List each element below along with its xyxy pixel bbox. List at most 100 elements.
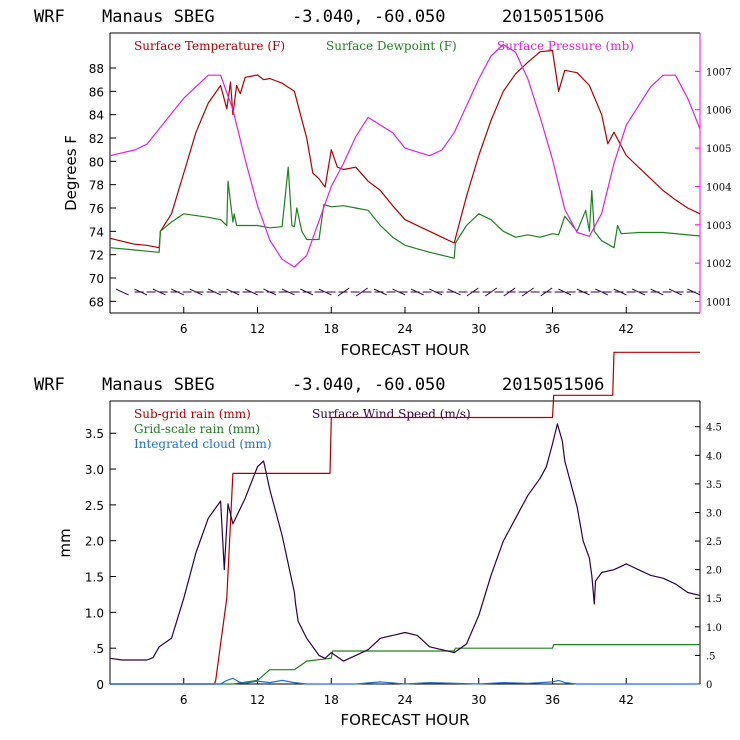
wind-barb — [189, 288, 203, 296]
wind-barb — [576, 288, 590, 296]
y2-tick-label: 4.0 — [706, 451, 722, 462]
chart-temperature: WRF Manaus SBEG -3.040, -60.050 20150515… — [34, 7, 731, 359]
series-line-grid-scale-rain-mm — [110, 644, 700, 685]
chart2-legend-wind-speed: Surface Wind Speed (m/s) — [312, 407, 471, 421]
x-tick-label: 6 — [180, 322, 188, 336]
series-line-integrated-cloud-mm — [110, 677, 700, 685]
x-tick-label: 30 — [471, 693, 486, 707]
x-tick-label: 24 — [397, 322, 412, 336]
wind-barb — [485, 287, 498, 297]
y2-tick-label: 2.0 — [706, 566, 722, 577]
chart1-legend-temperature: Surface Temperature (F) — [134, 39, 285, 53]
y2-tick-label: 1.0 — [706, 623, 722, 634]
y-tick-label: 80 — [89, 155, 104, 169]
chart1-title-coords: -3.040, -60.050 — [292, 7, 446, 27]
chart2-title-model: WRF — [34, 375, 65, 395]
wind-barb — [134, 288, 148, 296]
wind-barb — [263, 288, 277, 296]
x-tick-label: 12 — [250, 322, 265, 336]
chart2-legend-integrated-cloud: Integrated cloud (mm) — [134, 437, 272, 451]
wind-barb — [300, 288, 314, 296]
x-tick-label: 36 — [545, 693, 560, 707]
y2-tick-label: 1.5 — [706, 594, 722, 605]
wind-barb — [613, 288, 627, 296]
wind-barb — [115, 288, 129, 296]
wind-barb — [650, 288, 664, 296]
y-tick-label: 3.5 — [85, 427, 104, 441]
series-line-surface-temperature-f — [109, 49, 701, 249]
wind-barb — [355, 287, 369, 297]
y-tick-label: 1.5 — [85, 571, 104, 585]
wind-barb — [207, 288, 222, 296]
chart-precipitation: WRF Manaus SBEG -3.040, -60.050 20150515… — [34, 351, 722, 729]
chart1-wind-barbs — [115, 287, 701, 297]
chart2-series — [109, 351, 701, 685]
chart2-y-ticks-right: 0 .5 1.0 1.5 2.0 2.5 3.0 3.5 4.0 4.5 — [695, 423, 722, 691]
y2-tick-label: 3.5 — [706, 480, 722, 491]
x-tick-label: 30 — [471, 322, 486, 336]
y2-tick-label: 1006 — [706, 106, 731, 117]
y2-tick-label: 1003 — [706, 221, 731, 232]
chart1-y-axis-label: Degrees F — [62, 135, 80, 211]
chart2-y-ticks-left: 0 .5 1.0 1.5 2.0 2.5 3.0 3.5 — [85, 427, 116, 692]
y-tick-label: 2.0 — [85, 535, 104, 549]
chart1-series — [109, 43, 701, 268]
y2-tick-label: 1007 — [706, 67, 731, 78]
wind-barb — [410, 288, 424, 296]
chart1-x-axis-label: FORECAST HOUR — [340, 341, 469, 359]
chart1-title-date: 2015051506 — [502, 7, 604, 27]
y-tick-label: 68 — [89, 295, 104, 309]
chart2-title-date: 2015051506 — [502, 375, 604, 395]
wind-barb — [540, 287, 553, 297]
series-line-surface-wind-speed-m-s — [109, 423, 701, 662]
y-tick-label: 76 — [89, 202, 104, 216]
y2-tick-label: 1002 — [706, 259, 731, 270]
chart1-y-ticks-right: 1001 1002 1003 1004 1005 1006 1007 — [695, 67, 731, 308]
y-tick-label: 1.0 — [85, 606, 104, 620]
y2-tick-label: 1004 — [706, 182, 731, 193]
chart2-title-coords: -3.040, -60.050 — [292, 375, 446, 395]
wind-barb — [595, 288, 609, 296]
wind-barb — [687, 288, 701, 296]
y2-tick-label: 3.0 — [706, 508, 722, 519]
wind-barb — [281, 288, 295, 296]
chart1-x-ticks: 6 12 18 24 30 36 42 — [180, 307, 634, 336]
wind-barb — [171, 288, 185, 296]
chart2-legend-subgrid-rain: Sub-grid rain (mm) — [134, 407, 251, 421]
wind-barb — [392, 288, 406, 296]
x-tick-label: 6 — [180, 693, 188, 707]
wind-barb — [244, 288, 258, 296]
wind-barb — [558, 288, 572, 296]
chart1-title-model: WRF — [34, 7, 65, 27]
series-line-surface-pressure-mb — [109, 43, 701, 268]
x-tick-label: 36 — [545, 322, 560, 336]
y-tick-label: 70 — [89, 272, 104, 286]
x-tick-label: 12 — [250, 693, 265, 707]
y-tick-label: 3.0 — [85, 463, 104, 477]
x-tick-label: 42 — [619, 693, 634, 707]
y2-tick-label: 4.5 — [706, 423, 722, 434]
y-tick-label: 78 — [89, 179, 104, 193]
wind-barb — [429, 288, 443, 296]
y-tick-label: 88 — [89, 62, 104, 76]
chart2-legend-gridscale-rain: Grid-scale rain (mm) — [134, 422, 260, 436]
series-line-sub-grid-rain-mm — [110, 351, 700, 685]
y2-tick-label: 1001 — [706, 297, 731, 308]
series-line-surface-dewpoint-f — [109, 166, 701, 259]
y-tick-label: 82 — [89, 132, 104, 146]
chart2-title-station: Manaus SBEG — [102, 375, 215, 395]
chart2-x-axis-label: FORECAST HOUR — [340, 711, 469, 729]
y-tick-label: 86 — [89, 85, 104, 99]
chart1-y-ticks-left: 68 70 72 74 76 78 80 82 84 86 88 — [89, 62, 116, 309]
wind-barb — [152, 288, 166, 296]
wind-barb — [521, 287, 534, 297]
y-tick-label: 72 — [89, 249, 104, 263]
chart2-y-axis-label: mm — [56, 528, 74, 557]
y2-tick-label: .5 — [706, 651, 716, 662]
y-tick-label: 2.5 — [85, 499, 104, 513]
wind-barb — [318, 288, 332, 296]
wind-barb — [503, 287, 516, 297]
wind-barb — [373, 288, 387, 296]
y-tick-label: 84 — [89, 109, 104, 123]
